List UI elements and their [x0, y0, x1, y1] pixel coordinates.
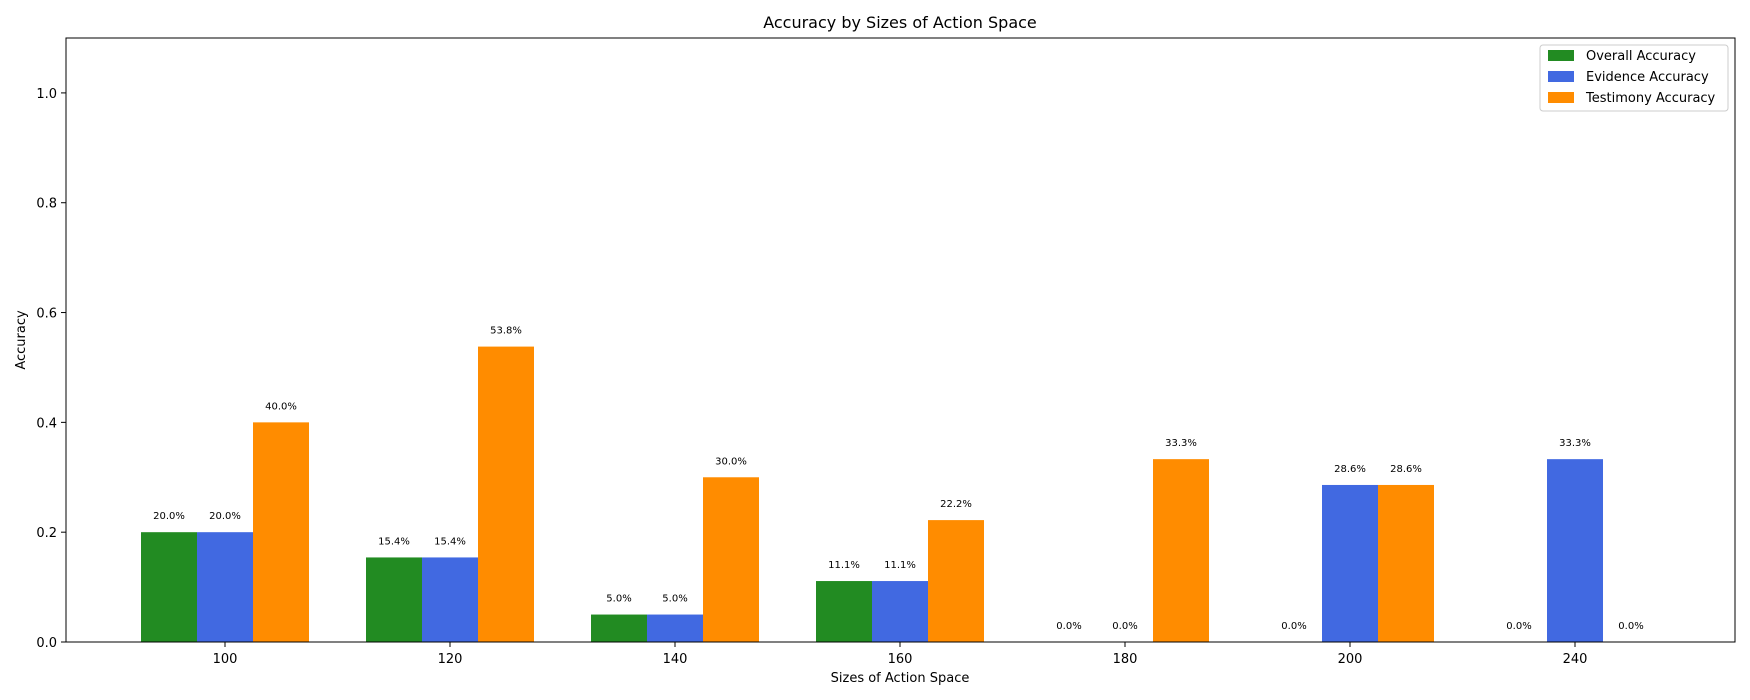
y-axis-label: Accuracy [14, 310, 29, 370]
data-label: 0.0% [1056, 621, 1081, 632]
y-axis: 0.0 0.2 0.4 0.6 0.8 1.0 [36, 87, 66, 651]
chart-title: Accuracy by Sizes of Action Space [763, 13, 1037, 32]
bars-layer [141, 346, 1603, 642]
bar-testimony-accuracy-140 [703, 477, 759, 642]
bar-overall-accuracy-120 [366, 557, 422, 642]
data-label: 0.0% [1618, 621, 1643, 632]
bar-overall-accuracy-160 [816, 581, 872, 642]
data-labels-layer: 20.0% 15.4% 5.0% 11.1% 0.0% 0.0% 0.0% 20.0% 15.4… [153, 326, 1644, 632]
y-tick-label: 0.4 [36, 416, 57, 431]
y-tick-label: 0.2 [36, 526, 57, 541]
y-tick-label: 0.8 [36, 197, 57, 212]
data-label: 28.6% [1390, 464, 1422, 475]
bar-overall-accuracy-140 [591, 614, 647, 642]
legend-frame [1539, 44, 1729, 112]
data-label: 5.0% [662, 594, 687, 605]
data-label: 0.0% [1506, 621, 1531, 632]
data-label: 0.0% [1281, 621, 1306, 632]
bar-testimony-accuracy-160 [928, 520, 984, 642]
bar-overall-accuracy-100 [141, 532, 197, 642]
bar-evidence-accuracy-120 [422, 557, 478, 642]
data-label: 15.4% [378, 536, 410, 547]
x-tick-label: 200 [1338, 652, 1363, 667]
data-label: 0.0% [1112, 621, 1137, 632]
plot-frame [65, 37, 1736, 643]
data-label: 11.1% [884, 560, 916, 571]
data-label: 20.0% [209, 511, 241, 522]
bar-evidence-accuracy-240 [1547, 459, 1603, 642]
bar-testimony-accuracy-120 [478, 346, 534, 642]
bar-evidence-accuracy-200 [1322, 484, 1378, 642]
x-tick-label: 240 [1563, 652, 1588, 667]
bar-evidence-accuracy-100 [197, 532, 253, 642]
data-label: 33.3% [1165, 438, 1197, 449]
legend-swatch [1548, 92, 1574, 103]
x-axis: 100 120 140 160 180 200 240 [213, 642, 1588, 667]
legend-swatch [1548, 71, 1574, 82]
legend-swatch [1548, 50, 1574, 61]
data-label: 28.6% [1334, 464, 1366, 475]
y-tick-label: 0.0 [36, 636, 57, 651]
data-label: 33.3% [1559, 438, 1591, 449]
legend-label: Overall Accuracy [1586, 49, 1696, 64]
data-label: 15.4% [434, 536, 466, 547]
bar-testimony-accuracy-100 [253, 422, 309, 642]
data-label: 40.0% [265, 401, 297, 412]
bar-evidence-accuracy-140 [647, 614, 703, 642]
data-label: 22.2% [940, 499, 972, 510]
bar-evidence-accuracy-160 [872, 581, 928, 642]
x-tick-label: 180 [1113, 652, 1138, 667]
legend: Overall Accuracy Evidence Accuracy Testimo… [1539, 44, 1729, 112]
y-tick-label: 0.6 [36, 307, 57, 322]
bar-testimony-accuracy-200 [1378, 484, 1434, 642]
x-tick-label: 160 [888, 652, 913, 667]
x-tick-label: 120 [438, 652, 463, 667]
y-tick-label: 1.0 [36, 87, 57, 102]
data-label: 53.8% [490, 326, 522, 337]
x-tick-label: 100 [213, 652, 238, 667]
legend-label: Testimony Accuracy [1585, 91, 1716, 106]
legend-label: Evidence Accuracy [1586, 70, 1709, 85]
data-label: 11.1% [828, 560, 860, 571]
data-label: 5.0% [606, 594, 631, 605]
data-label: 20.0% [153, 511, 185, 522]
bar-testimony-accuracy-180 [1153, 459, 1209, 642]
x-tick-label: 140 [663, 652, 688, 667]
data-label: 30.0% [715, 456, 747, 467]
x-axis-label: Sizes of Action Space [831, 671, 970, 686]
